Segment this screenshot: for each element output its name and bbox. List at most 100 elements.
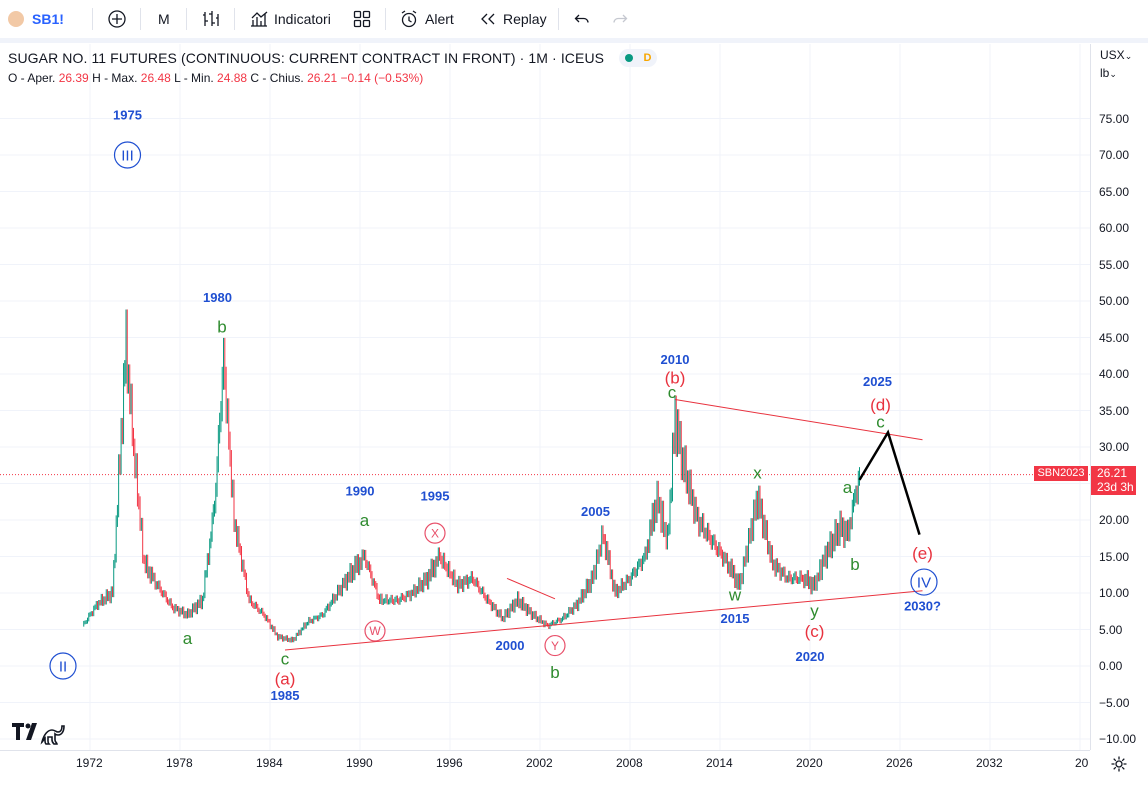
y-tick-label: 15.00 bbox=[1099, 549, 1130, 564]
y-tick-label: 5.00 bbox=[1099, 622, 1123, 637]
trendline-projection bbox=[858, 429, 921, 535]
y-tick-label: 70.00 bbox=[1099, 148, 1130, 162]
wave-label: x bbox=[753, 464, 762, 483]
redo-button[interactable] bbox=[611, 0, 629, 38]
wave-circle bbox=[910, 568, 938, 596]
top-toolbar: SB1! M Indicatori Alert Replay bbox=[0, 0, 1148, 39]
toolbar-divider bbox=[186, 8, 187, 30]
unit-label: lb bbox=[1100, 66, 1110, 80]
wave-circle bbox=[49, 652, 77, 680]
redo-icon bbox=[613, 14, 628, 23]
wave-label: 1985 bbox=[271, 688, 300, 703]
y-tick-label: 55.00 bbox=[1099, 257, 1130, 272]
y-tick-label: 60.00 bbox=[1099, 221, 1130, 235]
y-tick-label: 65.00 bbox=[1099, 184, 1130, 199]
wave-label: 2000 bbox=[496, 638, 525, 653]
indicators-icon bbox=[251, 11, 268, 27]
alarm-clock-icon bbox=[401, 10, 417, 28]
wave-label: c bbox=[876, 412, 885, 431]
price-scale[interactable]: 75.00 70.00 65.00 60.00 55.00 50.00 45.00 40.00… bbox=[1090, 44, 1148, 750]
y-tick-label: 10.00 bbox=[1099, 586, 1130, 600]
ohlc-high-value: 26.48 bbox=[140, 71, 171, 85]
indicators-label: Indicatori bbox=[274, 11, 331, 27]
market-status-badge[interactable]: D bbox=[619, 49, 657, 67]
ohlc-legend: O - Aper. 26.39 H - Max. 26.48 L - Min. … bbox=[8, 71, 423, 85]
bars-chart-icon bbox=[203, 11, 219, 26]
toolbar-divider bbox=[385, 8, 386, 30]
ohlc-open-value: 26.39 bbox=[58, 71, 89, 85]
wave-label: 2025 bbox=[863, 374, 892, 389]
wave-label: Y bbox=[551, 639, 559, 653]
toolbar-divider bbox=[558, 8, 559, 30]
x-tick-label: 20 bbox=[1075, 756, 1089, 770]
chevron-down-icon: ⌄ bbox=[1109, 69, 1117, 79]
wave-label: III bbox=[121, 147, 134, 164]
tradingview-logo-icon bbox=[12, 723, 65, 745]
y-tick-label: 30.00 bbox=[1099, 440, 1130, 454]
x-tick-label: 1984 bbox=[256, 756, 283, 770]
wave-label: 2020 bbox=[796, 649, 825, 664]
trendline-lower bbox=[284, 590, 923, 651]
alert-label: Alert bbox=[425, 11, 454, 27]
interval-button[interactable]: M bbox=[158, 0, 170, 38]
wave-circle bbox=[544, 634, 566, 657]
compare-button[interactable] bbox=[107, 0, 127, 38]
trendline-upper bbox=[674, 399, 923, 441]
wave-label: (a) bbox=[275, 669, 296, 688]
ohlc-high-label: H - Max. bbox=[92, 71, 138, 85]
y-tick-label: 75.00 bbox=[1099, 111, 1130, 126]
replay-button[interactable]: Replay bbox=[479, 0, 547, 38]
undo-icon bbox=[574, 14, 589, 23]
ohlc-low-label: L - Min. bbox=[174, 71, 214, 85]
y-tick-label: 50.00 bbox=[1099, 294, 1130, 308]
x-tick-label: 2014 bbox=[706, 756, 733, 770]
symbol-label: SB1! bbox=[32, 11, 64, 27]
wave-label: w bbox=[728, 585, 742, 604]
layouts-button[interactable] bbox=[353, 0, 371, 38]
ohlc-low-value: 24.88 bbox=[217, 71, 248, 85]
x-tick-label: 2002 bbox=[526, 756, 553, 770]
wave-label: (e) bbox=[912, 544, 933, 563]
currency-label: USX bbox=[1100, 48, 1125, 62]
ohlc-close-value: 26.21 bbox=[307, 71, 338, 85]
ohlc-open-label: O - Aper. bbox=[8, 71, 56, 85]
replay-label: Replay bbox=[503, 11, 547, 27]
wave-label: b bbox=[550, 663, 559, 682]
ohlc-change-value: −0.14 (−0.53%) bbox=[340, 71, 424, 85]
symbol-search-button[interactable]: SB1! bbox=[8, 0, 64, 38]
market-status-dot-icon bbox=[624, 54, 633, 62]
unit-selector[interactable]: lb⌄ bbox=[1100, 66, 1117, 80]
x-tick-label: 1978 bbox=[166, 756, 193, 770]
wave-circle bbox=[364, 620, 386, 642]
wave-label: (c) bbox=[805, 622, 825, 641]
bar-countdown: 23d 3h bbox=[1097, 480, 1134, 494]
chart-type-button[interactable] bbox=[201, 0, 221, 38]
wave-circle bbox=[113, 141, 142, 169]
undo-button[interactable] bbox=[573, 0, 591, 38]
x-tick-label: 1996 bbox=[436, 756, 463, 770]
x-tick-label: 2032 bbox=[976, 756, 1003, 770]
toolbar-divider bbox=[140, 8, 141, 30]
y-tick-label: 35.00 bbox=[1099, 403, 1130, 418]
x-tick-label: 1990 bbox=[346, 756, 373, 770]
wave-label: (b) bbox=[665, 369, 686, 388]
wave-label: y bbox=[810, 601, 819, 620]
alert-button[interactable]: Alert bbox=[399, 0, 454, 38]
symbol-logo-icon bbox=[8, 11, 24, 27]
wave-label: a bbox=[360, 511, 370, 530]
settings-button[interactable] bbox=[1110, 755, 1128, 778]
indicators-button[interactable]: Indicatori bbox=[249, 0, 331, 38]
time-axis[interactable] bbox=[0, 750, 1090, 787]
currency-selector[interactable]: USX⌄ bbox=[1100, 48, 1132, 62]
ohlc-close-label: C - Chius. bbox=[250, 71, 304, 85]
wave-label: 1990 bbox=[346, 483, 375, 498]
gear-icon bbox=[1111, 756, 1127, 772]
symbol-title: SUGAR NO. 11 FUTURES (CONTINUOUS: CURREN… bbox=[8, 50, 605, 66]
wave-label: X bbox=[431, 526, 439, 540]
tradingview-logo[interactable] bbox=[10, 718, 66, 753]
wave-circle bbox=[424, 522, 446, 544]
wave-label: b bbox=[850, 555, 859, 574]
toolbar-divider bbox=[92, 8, 93, 30]
